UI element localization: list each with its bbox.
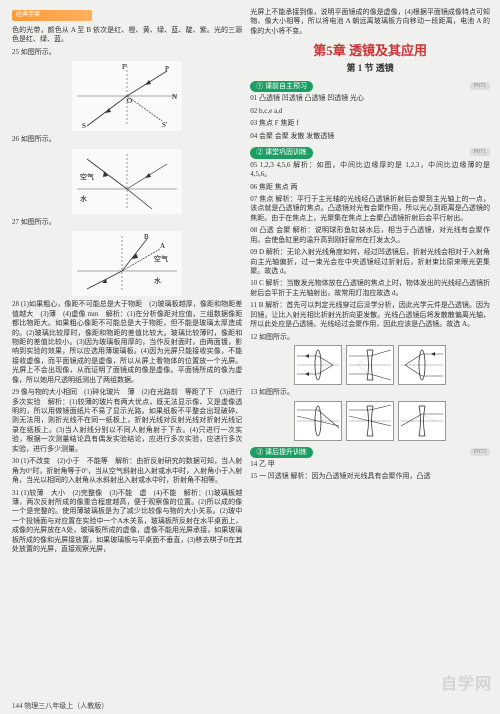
svg-text:N: N xyxy=(172,93,177,101)
q26-text: 26 如图所示。 xyxy=(12,135,242,144)
svg-text:B: B xyxy=(144,233,149,241)
pre-02: 02 b,c,e a,d xyxy=(250,107,490,116)
post-14: 14 乙 甲 xyxy=(250,460,490,469)
lens-diagram-c xyxy=(398,345,446,385)
intro-text: 色的光带，颜色从 A 至 B 依次是红、橙、黄、绿、蓝、靛、紫。光的三源色是红、… xyxy=(12,26,242,45)
svg-text:水: 水 xyxy=(154,276,161,285)
pre-03: 03 焦点 F 焦距 f xyxy=(250,119,490,128)
svg-text:O: O xyxy=(127,97,132,105)
chapter-title: 第5章 透镜及其应用 xyxy=(250,42,490,60)
lens-diagram-a xyxy=(294,345,342,385)
pill-preview: ① 课前自主预习 xyxy=(250,81,313,92)
train-08: 08 凸透 会聚 解析：说明球形鱼缸装水后，相当于凸透镜，对光线有会聚作用。会使… xyxy=(250,226,490,245)
diagram-26: 空气 水 xyxy=(72,149,182,214)
pill-train-page: P071 xyxy=(470,148,490,156)
train-06: 06 焦距 焦点 两 xyxy=(250,183,490,192)
svg-text:水: 水 xyxy=(80,194,87,203)
pill-preview-page: P071 xyxy=(470,82,490,90)
lens-diagram-b xyxy=(346,345,394,385)
lens-diagram-f xyxy=(398,401,446,441)
pill-train: ② 课堂巩固训练 xyxy=(250,147,313,158)
train-10: 10 C 解析：当散发光物体放在凸透镜的焦点上时，物体发出的光线经凸透镜折射后会… xyxy=(250,279,490,298)
lens-diagrams-row2 xyxy=(250,401,490,441)
train-11: 11 B 解析：首先可以判定光线穿过后没学分析，因此光学元件是凸透镜。因为凹镜，… xyxy=(250,301,490,329)
svg-text:S′: S′ xyxy=(162,121,168,129)
diagram-25: P S O N S′ P′ xyxy=(72,61,182,131)
post-15: 15 一 凹透镜 解析：因为凸透镜对光线具有会聚作用，凸透 xyxy=(250,472,490,481)
q25-text: 25 如图所示。 xyxy=(12,48,242,57)
right-topline: 光屏上不能承接到像，说明平面镜成的像是虚像，(4)根据平面镜成像特点可知物、像大… xyxy=(250,8,490,36)
train-12: 12 如图所示。 xyxy=(250,333,490,342)
pre-04: 04 会聚 会聚 发散 发散透镜 xyxy=(250,132,490,141)
pill-post: ③ 课后提升训练 xyxy=(250,447,313,458)
train-07: 07 焦点 解析：平行于主光轴的光线经凸透镜折射后会聚到主光轴上的一点，该点就是… xyxy=(250,195,490,223)
train-13: 13 如图所示。 xyxy=(250,388,490,397)
q31-text: 31 (1)较薄 大小 (2)完整像 (3)不能 虚 (4)不能 解析：(1)玻… xyxy=(12,489,242,555)
page-footer: 144 物理三八年级上（人教版） xyxy=(12,702,108,711)
lens-diagrams-row1 xyxy=(250,345,490,385)
svg-text:空气: 空气 xyxy=(154,254,168,263)
lens-diagram-d xyxy=(294,401,342,441)
header-label: 经典学案 xyxy=(12,10,92,21)
q27-text: 27 如图所示。 xyxy=(12,218,242,227)
pre-01: 01 凸透镜 凹透镜 凸透镜 凹透镜 光心 xyxy=(250,94,490,103)
train-05: 05 1,2,3 4,5,6 解析：如图，中间比边缘厚的是 1,2,3，中间比边… xyxy=(250,161,490,180)
watermark: 自学网 xyxy=(441,674,492,696)
q30-text: 30 (1)不改变 (2)小于 不能等 解析：由折反射研究的数据可知，当人射角为… xyxy=(12,457,242,485)
svg-text:P′: P′ xyxy=(122,63,128,71)
pill-post-page: P073 xyxy=(470,448,490,456)
q28-text: 28 (1)如果粗心，像距不可能总是大于物距 (2)玻璃板越厚，像距和物距差值越… xyxy=(12,300,242,385)
lens-diagram-e xyxy=(346,401,394,441)
diagram-27: B A 空气 水 xyxy=(72,231,182,296)
q29-text: 29 像与物的大小相同 (1)碎化玻片 薄 (2)在光路前 等距了下 (3)进行… xyxy=(12,388,242,454)
svg-text:P: P xyxy=(165,65,169,73)
train-09: 09 D 解析：无论入射光线角度如何，经过凹透镜后，折射光线会相对于入射角向主光… xyxy=(250,248,490,276)
svg-text:A: A xyxy=(160,242,165,250)
svg-text:S: S xyxy=(82,122,86,130)
svg-text:空气: 空气 xyxy=(80,172,94,181)
section-title: 第 1 节 透镜 xyxy=(250,62,490,74)
